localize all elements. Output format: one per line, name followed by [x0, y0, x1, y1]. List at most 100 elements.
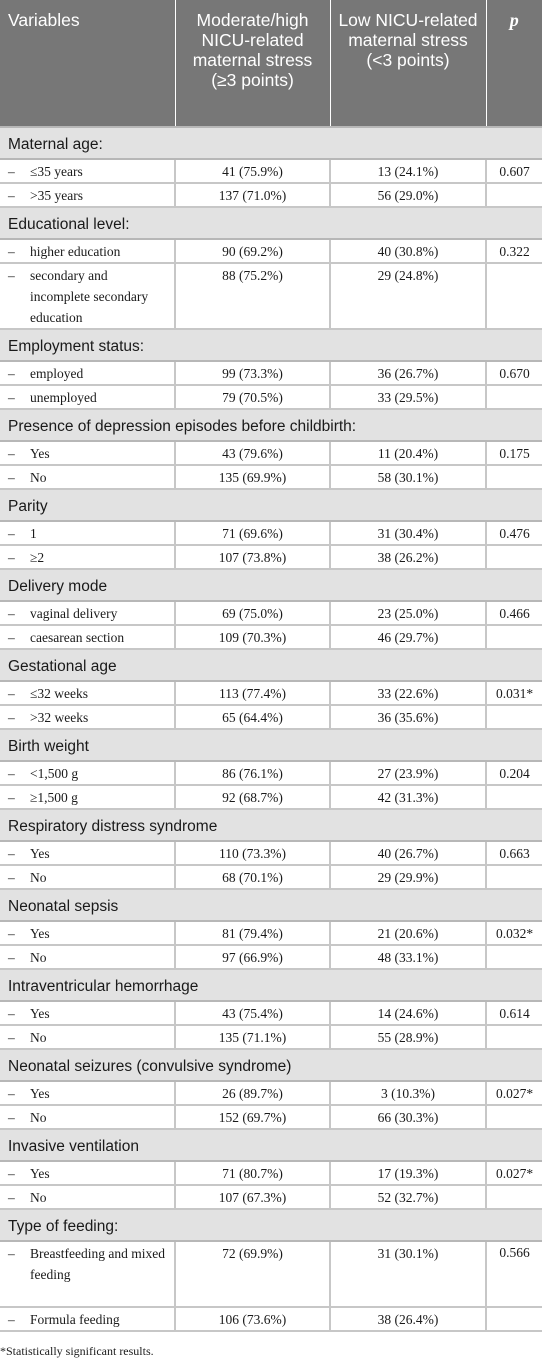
row-label-cell: – >32 weeks	[0, 705, 176, 730]
row-label: unemployed	[30, 389, 97, 405]
table-row: – >35 years 137 (71.0%) 56 (29.0%)	[0, 183, 542, 208]
moderate-high-stress-value: 69 (75.0%)	[174, 601, 331, 626]
section-title: Intraventricular hemorrhage	[0, 968, 542, 1002]
p-value	[485, 263, 542, 330]
table-row: – caesarean section 109 (70.3%) 46 (29.7%)	[0, 625, 542, 650]
row-label-cell: – Yes	[0, 441, 176, 466]
dash-marker: –	[8, 163, 15, 179]
p-value: 0.670	[485, 361, 542, 386]
moderate-high-stress-value: 113 (77.4%)	[174, 681, 331, 706]
row-label-cell: – vaginal delivery	[0, 601, 176, 626]
p-value	[485, 465, 542, 490]
section-header-row: Birth weight	[0, 728, 542, 762]
dash-marker: –	[8, 1029, 15, 1045]
row-label: No	[30, 469, 47, 485]
dash-marker: –	[8, 949, 15, 965]
row-label: <1,500 g	[30, 765, 79, 781]
dash-marker: –	[8, 1005, 15, 1021]
low-stress-value: 36 (26.7%)	[329, 361, 487, 386]
table-row: – Yes 43 (75.4%) 14 (24.6%) 0.614	[0, 1001, 542, 1026]
section-title: Delivery mode	[0, 568, 542, 602]
moderate-high-stress-value: 152 (69.7%)	[174, 1105, 331, 1130]
section-title: Neonatal sepsis	[0, 888, 542, 922]
table-body: Maternal age: – ≤35 years 41 (75.9%) 13 (24.…	[0, 126, 542, 1332]
dash-marker: –	[8, 1085, 15, 1101]
row-label-wrap: – Formula feeding	[8, 1309, 168, 1330]
dash-marker: –	[8, 525, 15, 541]
row-label-cell: – ≤32 weeks	[0, 681, 176, 706]
p-value	[485, 1025, 542, 1050]
moderate-high-stress-value: 68 (70.1%)	[174, 865, 331, 890]
low-stress-value: 55 (28.9%)	[329, 1025, 487, 1050]
table-row: – ≥2 107 (73.8%) 38 (26.2%)	[0, 545, 542, 570]
low-stress-value: 21 (20.6%)	[329, 921, 487, 946]
row-label-wrap: – employed	[8, 363, 168, 384]
moderate-high-stress-value: 107 (67.3%)	[174, 1185, 331, 1210]
low-stress-value: 11 (20.4%)	[329, 441, 487, 466]
header-variables: Variables	[0, 0, 176, 127]
p-value: 0.566	[485, 1241, 542, 1308]
moderate-high-stress-value: 109 (70.3%)	[174, 625, 331, 650]
footnote: *Statistically significant results.	[0, 1344, 154, 1358]
dash-marker: –	[8, 925, 15, 941]
low-stress-value: 52 (32.7%)	[329, 1185, 487, 1210]
low-stress-value: 33 (29.5%)	[329, 385, 487, 410]
table-row: – unemployed 79 (70.5%) 33 (29.5%)	[0, 385, 542, 410]
section-title: Educational level:	[0, 206, 542, 240]
p-value: 0.032*	[485, 921, 542, 946]
p-value: 0.614	[485, 1001, 542, 1026]
dash-marker: –	[8, 869, 15, 885]
p-value: 0.663	[485, 841, 542, 866]
p-value: 0.204	[485, 761, 542, 786]
moderate-high-stress-value: 71 (69.6%)	[174, 521, 331, 546]
low-stress-value: 40 (30.8%)	[329, 239, 487, 264]
section-title: Invasive ventilation	[0, 1128, 542, 1162]
section-header-row: Type of feeding:	[0, 1208, 542, 1242]
dash-marker: –	[8, 469, 15, 485]
row-label-cell: – unemployed	[0, 385, 176, 410]
row-label-cell: – Formula feeding	[0, 1307, 176, 1332]
row-label-wrap: – No	[8, 1027, 168, 1048]
table-row: – ≤35 years 41 (75.9%) 13 (24.1%) 0.607	[0, 159, 542, 184]
dash-marker: –	[8, 1189, 15, 1205]
row-label-wrap: – Yes	[8, 923, 168, 944]
row-label-wrap: – No	[8, 467, 168, 488]
p-value: 0.175	[485, 441, 542, 466]
header-moderate-high-stress: Moderate/high NICU-related maternal stre…	[175, 0, 331, 127]
row-label-cell: – No	[0, 1105, 176, 1130]
low-stress-value: 29 (29.9%)	[329, 865, 487, 890]
low-stress-value: 3 (10.3%)	[329, 1081, 487, 1106]
low-stress-value: 46 (29.7%)	[329, 625, 487, 650]
p-value: 0.027*	[485, 1081, 542, 1106]
moderate-high-stress-value: 41 (75.9%)	[174, 159, 331, 184]
table-row: – ≤32 weeks 113 (77.4%) 33 (22.6%) 0.031*	[0, 681, 542, 706]
low-stress-value: 17 (19.3%)	[329, 1161, 487, 1186]
moderate-high-stress-value: 26 (89.7%)	[174, 1081, 331, 1106]
moderate-high-stress-value: 65 (64.4%)	[174, 705, 331, 730]
row-label-wrap: – Yes	[8, 443, 168, 464]
dash-marker: –	[8, 1165, 15, 1181]
row-label-wrap: – ≥1,500 g	[8, 787, 168, 808]
row-label: No	[30, 869, 47, 885]
low-stress-value: 23 (25.0%)	[329, 601, 487, 626]
moderate-high-stress-value: 99 (73.3%)	[174, 361, 331, 386]
dash-marker: –	[8, 685, 15, 701]
dash-marker: –	[8, 187, 15, 203]
section-title: Type of feeding:	[0, 1208, 542, 1242]
dash-marker: –	[8, 629, 15, 645]
table-row: – employed 99 (73.3%) 36 (26.7%) 0.670	[0, 361, 542, 386]
section-header-row: Neonatal sepsis	[0, 888, 542, 922]
results-table: Variables Moderate/high NICU-related mat…	[0, 0, 542, 1332]
dash-marker: –	[8, 789, 15, 805]
dash-marker: –	[8, 765, 15, 781]
section-title: Parity	[0, 488, 542, 522]
section-header-row: Employment status:	[0, 328, 542, 362]
row-label-wrap: – ≤35 years	[8, 161, 168, 182]
table-row: –1 71 (69.6%) 31 (30.4%) 0.476	[0, 521, 542, 546]
row-label: higher education	[30, 243, 121, 259]
table-row: – No 68 (70.1%) 29 (29.9%)	[0, 865, 542, 890]
p-value: 0.476	[485, 521, 542, 546]
table-row: – ≥1,500 g 92 (68.7%) 42 (31.3%)	[0, 785, 542, 810]
row-label-cell: – ≥1,500 g	[0, 785, 176, 810]
